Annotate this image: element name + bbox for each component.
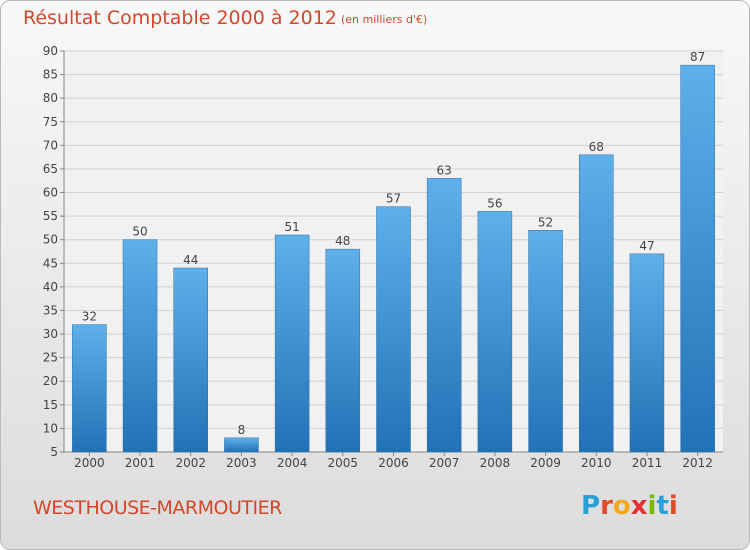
bar [173,267,208,453]
x-tick-label: 2007 [429,456,460,470]
data-label: 68 [589,140,604,154]
x-tick-label: 2005 [328,456,359,470]
bar [680,64,715,453]
y-tick-label: 65 [43,162,58,176]
data-label: 56 [487,196,502,210]
y-tick-label: 85 [43,68,58,82]
bar [629,253,665,453]
data-label: 44 [183,253,198,267]
y-tick-label: 20 [43,374,58,388]
y-tick-label: 80 [43,91,58,105]
y-tick-label: 70 [43,138,58,152]
bar [224,437,259,453]
data-label: 52 [538,215,553,229]
bar [579,154,614,453]
data-label: 57 [386,192,401,206]
y-tick-label: 35 [43,303,58,317]
axes: 5 10 15 20 25 30 35 40 45 50 55 60 65 70 75 80 85 90 2000 2… [43,44,723,470]
y-tick-label: 40 [43,280,58,294]
data-label: 50 [132,225,147,239]
x-tick-label: 2001 [125,456,156,470]
logo-letter: i [668,491,678,521]
bars [72,64,715,453]
y-tick-label: 30 [43,327,58,341]
chart-subtitle: (en milliers d'€) [341,13,428,26]
y-tick-label: 75 [43,115,58,129]
data-label: 32 [82,310,97,324]
commune-name: WESTHOUSE-MARMOUTIER [33,497,282,519]
data-label: 63 [437,163,452,177]
bar [122,239,158,453]
data-label: 8 [238,423,246,437]
x-tick-label: 2008 [480,456,511,470]
x-tick-label: 2011 [632,456,663,470]
logo-letter: x [630,491,648,521]
y-tick-label: 45 [43,256,58,270]
x-tick-label: 2004 [277,456,308,470]
y-tick-label: 50 [43,233,58,247]
chart-title: Résultat Comptable 2000 à 2012 [23,7,337,29]
logo-letter: t [656,491,669,521]
x-tick-label: 2002 [175,456,206,470]
bar [325,248,361,453]
bar [72,324,107,453]
x-tick-label: 2003 [226,456,257,470]
x-tick-label: 2000 [74,456,105,470]
x-tick-label: 2009 [530,456,561,470]
bar [274,234,310,453]
x-tick-label: 2010 [581,456,612,470]
logo-letter: i [647,491,657,521]
y-tick-label: 25 [43,351,58,365]
bar [376,206,411,453]
x-tick-label: 2012 [682,456,713,470]
logo-letter: o [612,491,631,521]
data-labels: 32 50 44 8 51 48 57 63 56 52 68 47 87 [82,50,706,437]
bar [528,230,563,453]
x-tick-label: 2006 [378,456,409,470]
bar [477,211,513,453]
bar [426,178,462,453]
y-tick-label: 5 [50,445,58,459]
y-tick-label: 15 [43,398,58,412]
data-label: 87 [690,50,705,64]
logo-letter: P [581,491,601,521]
logo-letter: r [600,491,613,521]
proxiti-logo[interactable]: Proxiti [581,491,678,521]
y-tick-label: 90 [43,44,58,58]
y-tick-label: 10 [43,421,58,435]
y-tick-label: 60 [43,186,58,200]
y-tick-label: 55 [43,209,58,223]
data-label: 47 [639,239,654,253]
data-label: 48 [335,234,350,248]
data-label: 51 [284,220,299,234]
